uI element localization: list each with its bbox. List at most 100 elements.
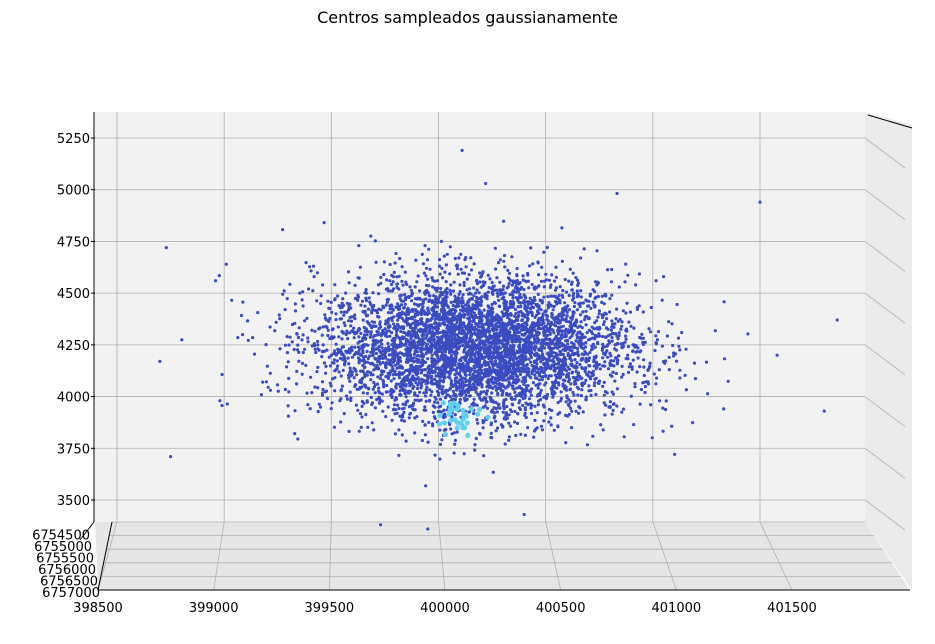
data-point <box>517 335 520 338</box>
data-point <box>461 299 464 302</box>
data-point <box>480 383 483 386</box>
data-point <box>384 322 387 325</box>
data-point <box>620 320 623 323</box>
data-point <box>569 407 572 410</box>
data-point <box>528 264 531 267</box>
data-point <box>545 325 548 328</box>
data-point <box>549 416 552 419</box>
data-point <box>590 330 593 333</box>
data-point <box>524 364 527 367</box>
data-point <box>356 352 359 355</box>
data-point <box>473 370 476 373</box>
data-point <box>561 289 564 292</box>
data-point <box>558 341 561 344</box>
data-point <box>538 307 541 310</box>
data-point <box>393 338 396 341</box>
data-point <box>507 422 510 425</box>
data-point <box>577 354 580 357</box>
data-point <box>509 306 512 309</box>
data-point <box>533 405 536 408</box>
data-point <box>374 239 377 242</box>
data-point <box>336 364 339 367</box>
data-point <box>343 321 346 324</box>
data-point <box>391 308 394 311</box>
data-point <box>391 350 394 353</box>
data-point <box>478 310 481 313</box>
data-point <box>610 319 613 322</box>
data-point <box>468 386 471 389</box>
data-point <box>661 345 664 348</box>
data-point <box>315 370 318 373</box>
data-point <box>539 342 542 345</box>
data-point <box>604 293 607 296</box>
data-point <box>456 267 459 270</box>
data-point <box>359 378 362 381</box>
data-point <box>582 342 585 345</box>
data-point <box>379 363 382 366</box>
data-point <box>508 435 511 438</box>
data-point <box>517 315 520 318</box>
data-point <box>475 359 478 362</box>
data-point <box>374 391 377 394</box>
data-point <box>303 348 306 351</box>
data-point <box>421 439 424 442</box>
data-point <box>481 356 484 359</box>
data-point <box>424 337 427 340</box>
data-point <box>631 368 634 371</box>
data-point <box>488 277 491 280</box>
data-point <box>564 441 567 444</box>
data-point <box>491 324 494 327</box>
data-point <box>459 290 462 293</box>
data-point <box>624 335 627 338</box>
data-point <box>369 333 372 336</box>
data-point <box>453 295 456 298</box>
data-point <box>714 329 717 332</box>
data-point <box>472 412 475 415</box>
data-point <box>540 425 543 428</box>
data-point <box>362 343 365 346</box>
data-point <box>538 378 541 381</box>
data-point <box>616 362 619 365</box>
data-point <box>596 316 599 319</box>
data-point <box>375 364 378 367</box>
data-point <box>438 265 441 268</box>
data-point <box>517 394 520 397</box>
data-point <box>341 305 344 308</box>
data-point <box>338 304 341 307</box>
data-point <box>476 288 479 291</box>
data-point <box>402 382 405 385</box>
data-point <box>348 331 351 334</box>
data-point <box>478 394 481 397</box>
data-point <box>337 350 340 353</box>
data-point <box>575 410 578 413</box>
data-point <box>460 356 463 359</box>
data-point <box>473 375 476 378</box>
data-point <box>316 366 319 369</box>
data-point <box>408 384 411 387</box>
data-point <box>424 423 427 426</box>
data-point <box>547 420 550 423</box>
data-point <box>611 390 614 393</box>
data-point <box>596 342 599 345</box>
data-point <box>385 390 388 393</box>
data-point <box>386 287 389 290</box>
data-point <box>384 363 387 366</box>
data-point <box>483 309 486 312</box>
data-point <box>464 343 467 346</box>
data-point <box>408 413 411 416</box>
data-point <box>435 329 438 332</box>
data-point <box>470 297 473 300</box>
data-point <box>392 342 395 345</box>
data-point <box>511 300 514 303</box>
data-point <box>330 301 333 304</box>
data-point <box>416 320 419 323</box>
data-point <box>553 370 556 373</box>
data-point <box>236 336 239 339</box>
data-point <box>432 411 435 414</box>
data-point <box>465 363 468 366</box>
data-point <box>297 360 300 363</box>
data-point <box>468 317 471 320</box>
data-point <box>477 302 480 305</box>
data-point <box>301 362 304 365</box>
data-point <box>333 426 336 429</box>
